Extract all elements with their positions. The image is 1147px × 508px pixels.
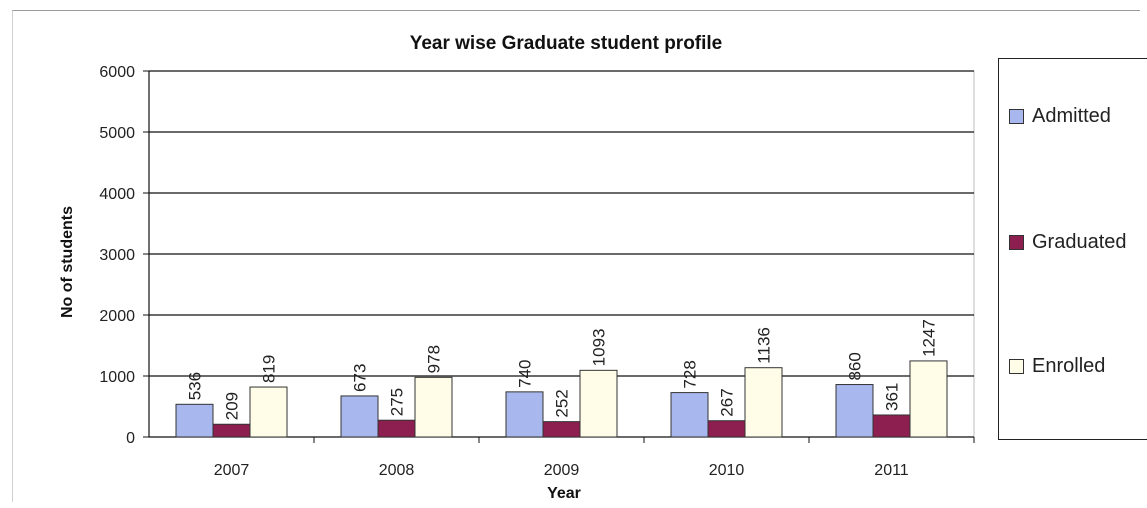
legend-item-enrolled: Enrolled (1009, 355, 1105, 378)
bar-admitted (835, 384, 874, 438)
bar-admitted (340, 395, 379, 438)
legend: Admitted Graduated Enrolled (998, 58, 1147, 440)
bar-admitted (670, 392, 709, 438)
bar-graduated (212, 423, 251, 438)
plot-area: 0 1000 2000 3000 4000 5000 6000 2007 536 209 819 20… (99, 64, 975, 479)
bar-graduated (542, 421, 581, 438)
x-tick-label: 2010 (709, 462, 745, 479)
bar-admitted (505, 391, 544, 438)
data-label: 740 (516, 359, 535, 387)
y-tick-label: 0 (126, 430, 135, 447)
legend-item-admitted: Admitted (1009, 105, 1111, 128)
bar-enrolled (744, 367, 783, 438)
bar-enrolled (909, 360, 948, 438)
data-label: 728 (681, 360, 700, 388)
y-tick-label: 2000 (99, 308, 135, 325)
bar-graduated (707, 420, 746, 438)
legend-label: Admitted (1032, 105, 1111, 127)
data-label: 978 (425, 345, 444, 373)
data-label: 1136 (755, 327, 774, 364)
legend-swatch (1009, 359, 1024, 374)
data-label: 275 (388, 388, 407, 416)
bar-graduated (377, 419, 416, 438)
data-label: 1093 (590, 328, 609, 366)
legend-item-graduated: Graduated (1009, 231, 1127, 254)
data-label: 536 (186, 372, 205, 400)
legend-swatch (1009, 109, 1024, 124)
y-tick-label: 6000 (99, 64, 135, 81)
data-label: 209 (223, 392, 242, 420)
x-tick-label: 2008 (379, 462, 415, 479)
data-label: 673 (351, 364, 370, 392)
bar-enrolled (579, 369, 618, 438)
legend-label: Graduated (1032, 231, 1127, 253)
x-tick-label: 2011 (874, 462, 909, 479)
y-tick-label: 1000 (99, 369, 135, 386)
x-tick-label: 2009 (544, 462, 580, 479)
y-tick-label: 3000 (99, 247, 135, 264)
data-label: 860 (846, 352, 865, 380)
data-label: 252 (553, 389, 572, 417)
legend-swatch (1009, 235, 1024, 250)
y-tick-label: 4000 (99, 186, 135, 203)
y-axis-label: No of students (59, 206, 76, 318)
bar-graduated (872, 414, 911, 438)
legend-label: Enrolled (1032, 355, 1106, 377)
chart-title: Year wise Graduate student profile (410, 33, 723, 54)
data-label: 361 (883, 383, 902, 411)
data-label: 267 (718, 388, 737, 416)
y-tick-label: 5000 (99, 125, 135, 142)
x-axis-label: Year (547, 485, 581, 502)
data-label: 819 (260, 355, 279, 383)
data-label: 1247 (920, 319, 939, 357)
bar-enrolled (249, 386, 288, 438)
x-tick-label: 2007 (214, 462, 250, 479)
bar-admitted (175, 403, 214, 438)
chart-frame (12, 10, 1140, 502)
bar-enrolled (414, 376, 453, 438)
